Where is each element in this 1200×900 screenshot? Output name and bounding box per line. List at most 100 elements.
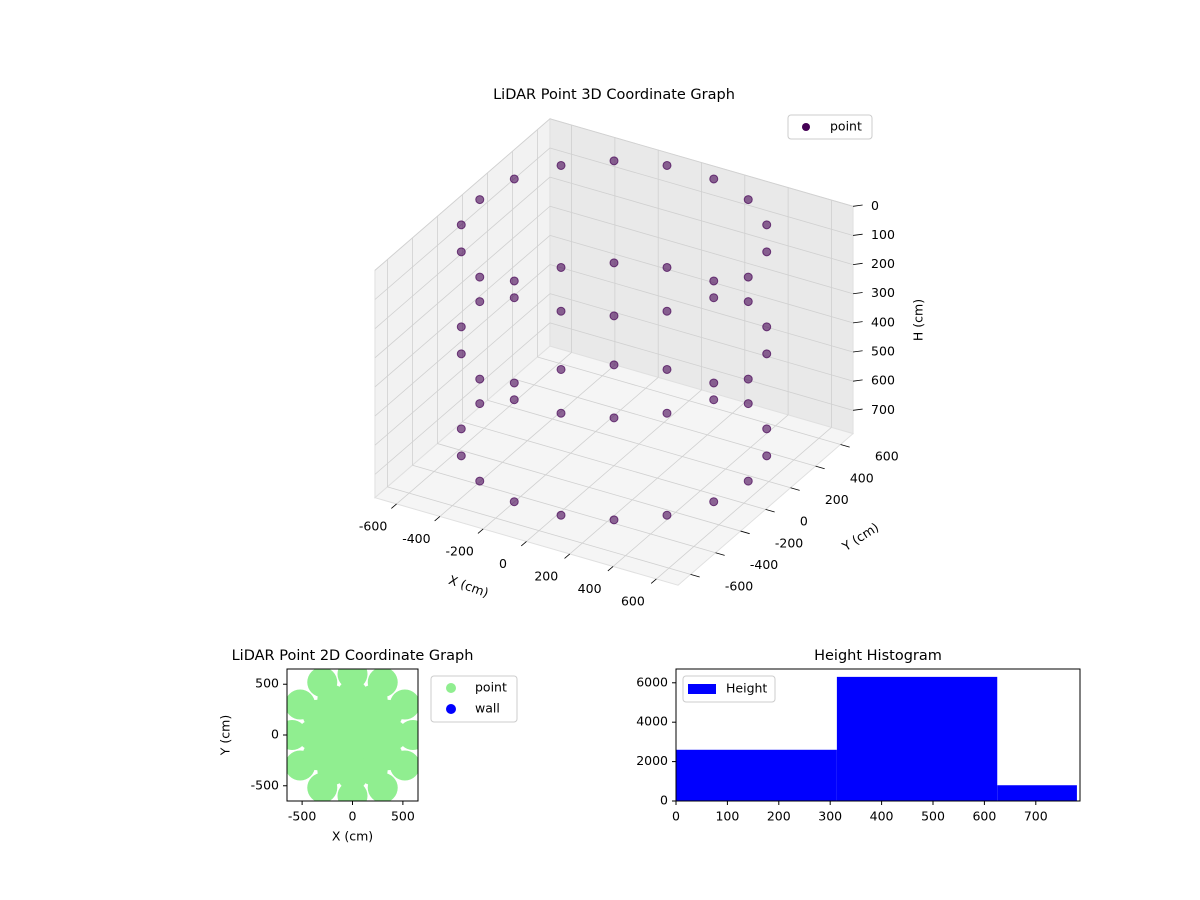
- tick-mark: [853, 262, 863, 265]
- axes-frame: [675, 668, 1081, 802]
- point: [709, 395, 719, 405]
- point: [662, 160, 672, 170]
- tick-mark: [765, 509, 775, 513]
- x-tick-label: 500: [391, 809, 415, 824]
- point: [662, 262, 672, 272]
- tick-mark: [690, 573, 700, 578]
- point: [456, 451, 466, 461]
- tick-mark: [715, 552, 725, 556]
- legend-label: point: [475, 680, 507, 695]
- point: [709, 497, 719, 507]
- grid-line: [549, 205, 854, 295]
- tick-mark: [853, 321, 863, 324]
- point: [743, 297, 753, 307]
- point: [556, 262, 566, 272]
- y-tick-label: 0: [271, 727, 279, 742]
- point: [456, 349, 466, 359]
- point: [762, 424, 772, 434]
- legend-marker: [802, 123, 810, 131]
- x-tick-label: 400: [870, 809, 894, 824]
- tick-label: 600: [871, 373, 895, 388]
- grid-line: [549, 176, 854, 265]
- tick-label: 200: [825, 492, 849, 507]
- grid-line: [487, 399, 791, 489]
- tick-mark: [853, 350, 863, 353]
- tick-label: 400: [850, 470, 874, 485]
- grid-line: [374, 235, 551, 388]
- tick-label: 200: [871, 256, 895, 271]
- grid-line: [537, 356, 841, 445]
- x-tick-label: 0: [672, 809, 680, 824]
- tick-mark: [607, 566, 614, 572]
- point: [475, 399, 485, 409]
- legend-marker: [446, 683, 456, 693]
- grid-line: [462, 421, 766, 510]
- point: [609, 515, 619, 525]
- point: [475, 297, 485, 307]
- legend-label: wall: [475, 701, 500, 716]
- tick-mark: [477, 528, 484, 534]
- chart-title: Height Histogram: [814, 648, 942, 664]
- point: [556, 364, 566, 374]
- tick-mark: [391, 503, 397, 509]
- point: [475, 476, 485, 486]
- tick-label: -200: [775, 535, 803, 550]
- x-tick-label: 100: [715, 809, 739, 824]
- tick-label: 0: [800, 514, 808, 529]
- point: [609, 360, 619, 370]
- x-tick-label: 500: [921, 809, 945, 824]
- grid-line: [387, 486, 691, 575]
- grid-line: [549, 118, 854, 207]
- chart-3d: -600-400-2000200400600-600-400-200020040…: [359, 87, 926, 609]
- point: [743, 374, 753, 384]
- tick-label: 0: [499, 556, 507, 571]
- chart-title: LiDAR Point 2D Coordinate Graph: [232, 648, 474, 664]
- grid-line: [549, 322, 854, 411]
- point: [709, 293, 719, 303]
- y-tick-label: 500: [255, 676, 279, 691]
- legend-patch: [688, 684, 716, 694]
- tick-label: 600: [621, 594, 645, 609]
- tick-mark: [853, 292, 863, 295]
- tick-label: -600: [359, 519, 387, 534]
- point: [762, 322, 772, 332]
- point: [609, 258, 619, 268]
- tick-label: -200: [446, 544, 474, 559]
- grid-line: [374, 322, 551, 475]
- grid-line: [437, 443, 741, 532]
- x-tick-label: 0: [349, 809, 357, 824]
- grid-line: [512, 378, 816, 467]
- point: [509, 497, 519, 507]
- tick-label: H (cm): [911, 299, 926, 341]
- tick-mark: [840, 444, 850, 448]
- point: [609, 156, 619, 166]
- grid-line: [374, 118, 551, 271]
- x-tick-label: -500: [288, 809, 316, 824]
- point: [609, 311, 619, 321]
- point: [709, 174, 719, 184]
- point: [509, 293, 519, 303]
- tick-mark: [650, 578, 657, 584]
- grid-line: [549, 264, 854, 353]
- point: [456, 220, 466, 230]
- y-tick-label: 4000: [636, 714, 668, 729]
- grid-line: [549, 293, 854, 382]
- grid-line: [549, 147, 854, 236]
- tick-mark: [520, 541, 527, 547]
- point: [509, 378, 519, 388]
- point: [662, 510, 672, 520]
- tick-mark: [853, 233, 863, 236]
- legend-box: [682, 675, 776, 703]
- grid-line: [412, 464, 716, 554]
- tick-label: 400: [871, 314, 895, 329]
- point: [743, 195, 753, 205]
- point: [762, 220, 772, 230]
- tick-label: 700: [871, 402, 895, 417]
- tick-label: 100: [871, 227, 895, 242]
- tick-label: 300: [871, 285, 895, 300]
- point: [743, 272, 753, 282]
- point: [662, 306, 672, 316]
- grid-line: [374, 264, 551, 417]
- point: [743, 399, 753, 409]
